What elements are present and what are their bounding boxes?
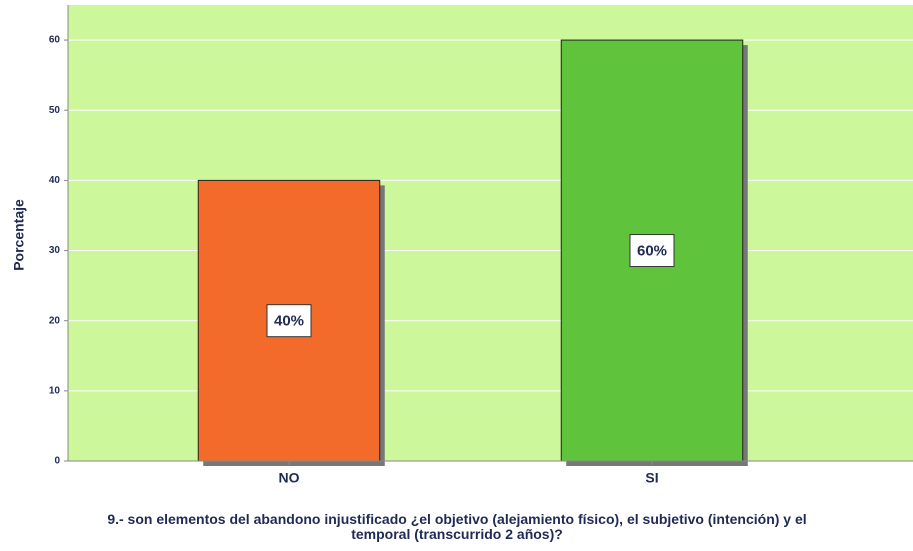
- y-tick-label: 20: [49, 315, 61, 326]
- y-axis-label: Porcentaje: [11, 199, 27, 271]
- y-tick-label: 30: [49, 245, 61, 256]
- x-tick-label: SI: [645, 470, 658, 486]
- value-label-box: [629, 234, 675, 268]
- y-tick-label: 50: [49, 105, 61, 116]
- y-tick-label: 10: [49, 385, 61, 396]
- x-axis-title: 9.- son elementos del abandono injustifi…: [107, 511, 807, 542]
- x-tick-label: NO: [279, 470, 300, 486]
- chart: Porcentaje 0 10 20 30 40 50 60 40% NO 60% SI: [11, 5, 913, 486]
- y-tick-label: 60: [49, 35, 61, 46]
- plot-background: [68, 5, 913, 461]
- y-tick-label: 40: [49, 175, 61, 186]
- value-label: 60%: [637, 243, 667, 260]
- y-tick-label: 0: [54, 456, 60, 467]
- value-label-box: [266, 304, 312, 338]
- value-label: 40%: [274, 313, 304, 330]
